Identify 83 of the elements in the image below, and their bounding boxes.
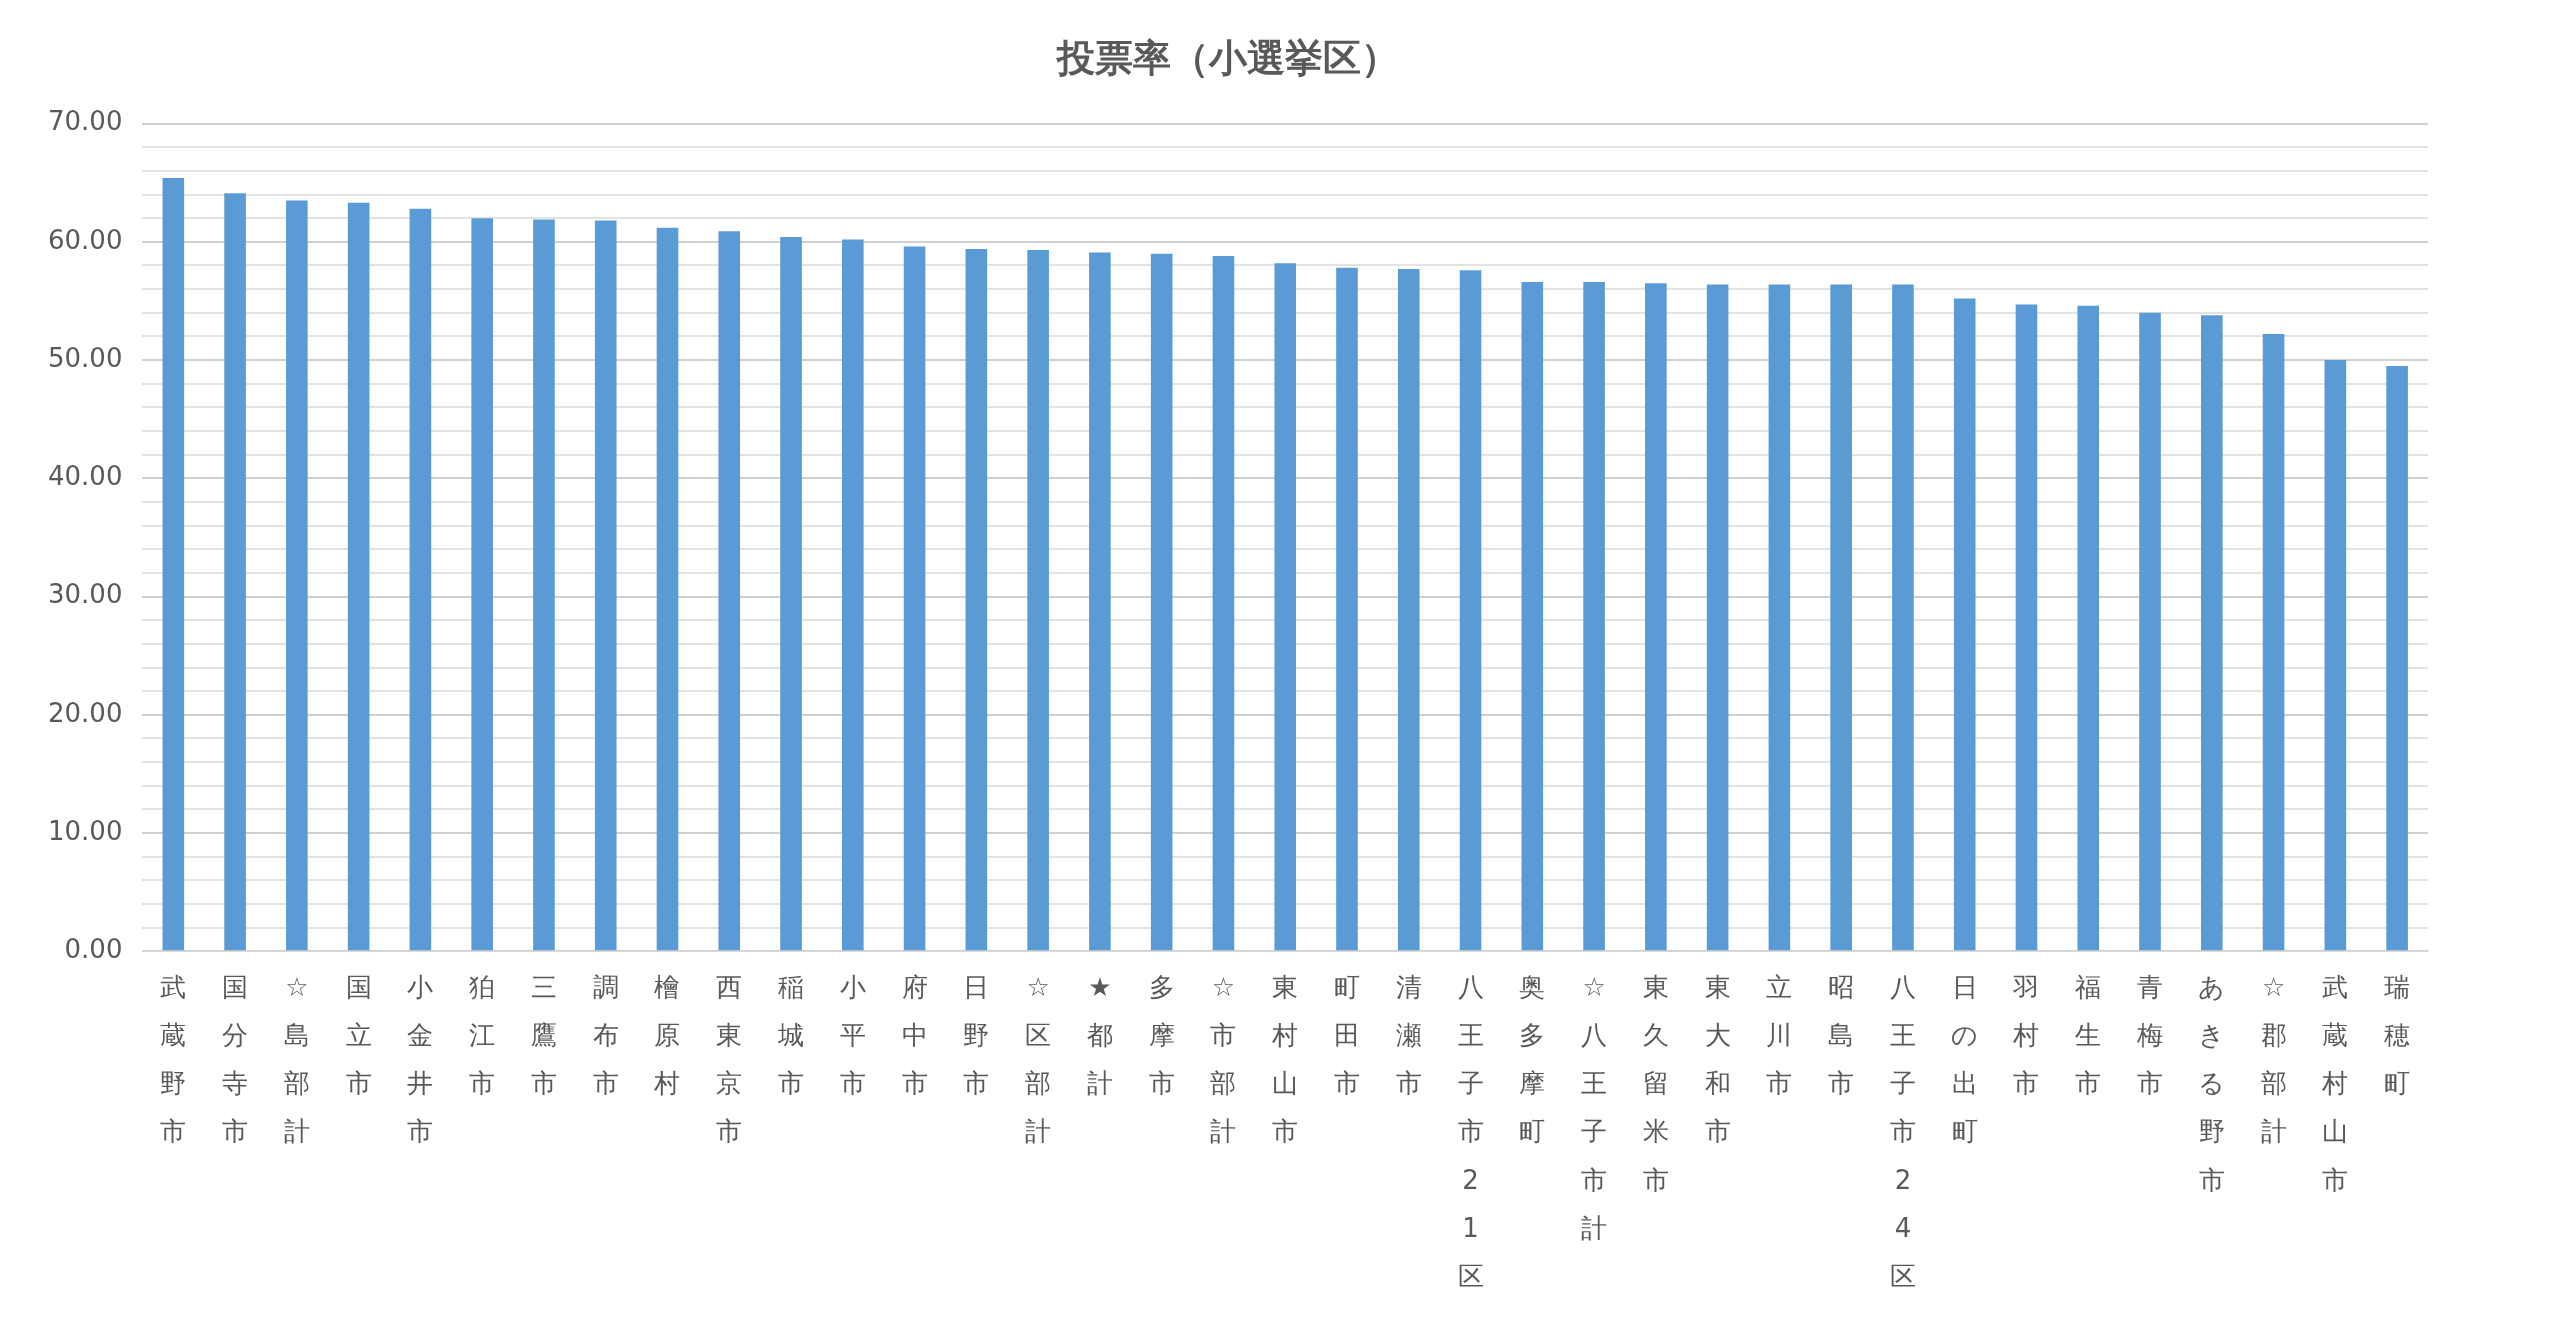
bar [2077,305,2100,951]
x-tick-label: 日野市 [963,972,990,1099]
x-tick-label: 青梅市 [2136,972,2164,1099]
x-tick-label: 東大和市 [1704,972,1731,1147]
x-tick-label: 調布市 [592,972,619,1099]
x-tick-label: 東久留米市 [1642,972,1669,1195]
x-tick-label: ★都計 [1086,972,1113,1099]
bar [718,231,741,951]
bar [1706,284,1729,951]
bar [1150,253,1173,951]
x-tick-label: 昭島市 [1828,972,1855,1099]
bar [1830,284,1852,951]
bar [1336,267,1358,951]
bar [471,218,493,951]
bar [347,202,370,951]
x-tick-label: 武蔵村山市 [2321,972,2349,1195]
x-tick-label: 小平市 [839,972,866,1099]
bar [1027,250,1049,951]
x-tick-label: 羽村市 [2012,972,2040,1099]
x-tick-label: 小金井市 [407,972,434,1147]
y-tick-label: 0.00 [64,934,123,965]
x-tick-label: 東村山市 [1271,972,1299,1147]
bar [2262,334,2285,951]
x-tick-label: ☆島部計 [283,972,310,1147]
x-tick-label: 福生市 [2075,972,2102,1099]
bar [780,237,802,951]
bar [1768,284,1791,951]
bar [1089,252,1111,951]
bar [842,239,864,951]
bar [2139,312,2161,951]
x-tick-label: 西東京市 [716,972,743,1147]
y-tick-label: 20.00 [48,697,123,728]
chart-title: 投票率（小選挙区） [1055,35,1399,80]
y-tick-label: 60.00 [48,224,123,255]
x-tick-label: 八王子市21区 [1457,972,1484,1291]
x-tick-label: 八王子市24区 [1889,972,1916,1291]
bar [2386,366,2408,951]
x-tick-label: 奥多摩町 [1519,972,1546,1147]
x-tick-label: 国分寺市 [222,972,249,1147]
bar [1212,256,1235,951]
y-tick-label: 40.00 [48,461,123,492]
x-tick-label: ☆郡部計 [2260,972,2287,1147]
bar [1645,283,1667,951]
bar [1521,282,1544,951]
x-tick-label: 立川市 [1766,972,1793,1099]
y-tick-label: 70.00 [48,106,123,137]
x-tick-label: ☆八王子市計 [1581,972,1608,1243]
bar [1459,270,1482,951]
x-tick-label: ☆区部計 [1025,972,1052,1147]
bar [162,177,185,951]
y-tick-label: 30.00 [48,579,123,610]
x-tick-label: ☆市部計 [1210,972,1237,1147]
bar [286,200,308,951]
x-tick-label: あきる野市 [2198,972,2226,1195]
bar [656,227,679,951]
bar [965,248,988,951]
bar [224,193,246,951]
x-tick-label: 狛江市 [469,972,496,1099]
x-tick-label: 三鷹市 [530,972,557,1099]
bar [594,220,617,951]
bar [1397,269,1420,951]
x-tick-label: 町田市 [1333,972,1360,1099]
bar [903,246,926,951]
x-tick-label: 武蔵野市 [160,972,187,1147]
bar [2324,360,2347,951]
bar [409,208,432,951]
x-tick-label: 瑞穂町 [2384,972,2411,1099]
x-tick-label: 国立市 [345,972,372,1099]
x-tick-label: 日の出町 [1951,972,1979,1147]
bar [2015,304,2038,951]
x-tick-label: 多摩市 [1148,972,1175,1099]
x-tick-label: 府中市 [901,972,928,1099]
y-tick-label: 50.00 [48,342,123,373]
bar [1583,282,1605,951]
bar [1274,263,1297,951]
x-tick-label: 稲城市 [777,972,805,1099]
bar [1892,284,1914,951]
y-tick-label: 10.00 [48,815,123,846]
x-tick-label: 清瀬市 [1395,972,1422,1099]
bar [533,219,555,951]
bar [1953,298,1976,951]
bar [2200,315,2223,951]
x-tick-label: 檜原村 [653,972,681,1099]
